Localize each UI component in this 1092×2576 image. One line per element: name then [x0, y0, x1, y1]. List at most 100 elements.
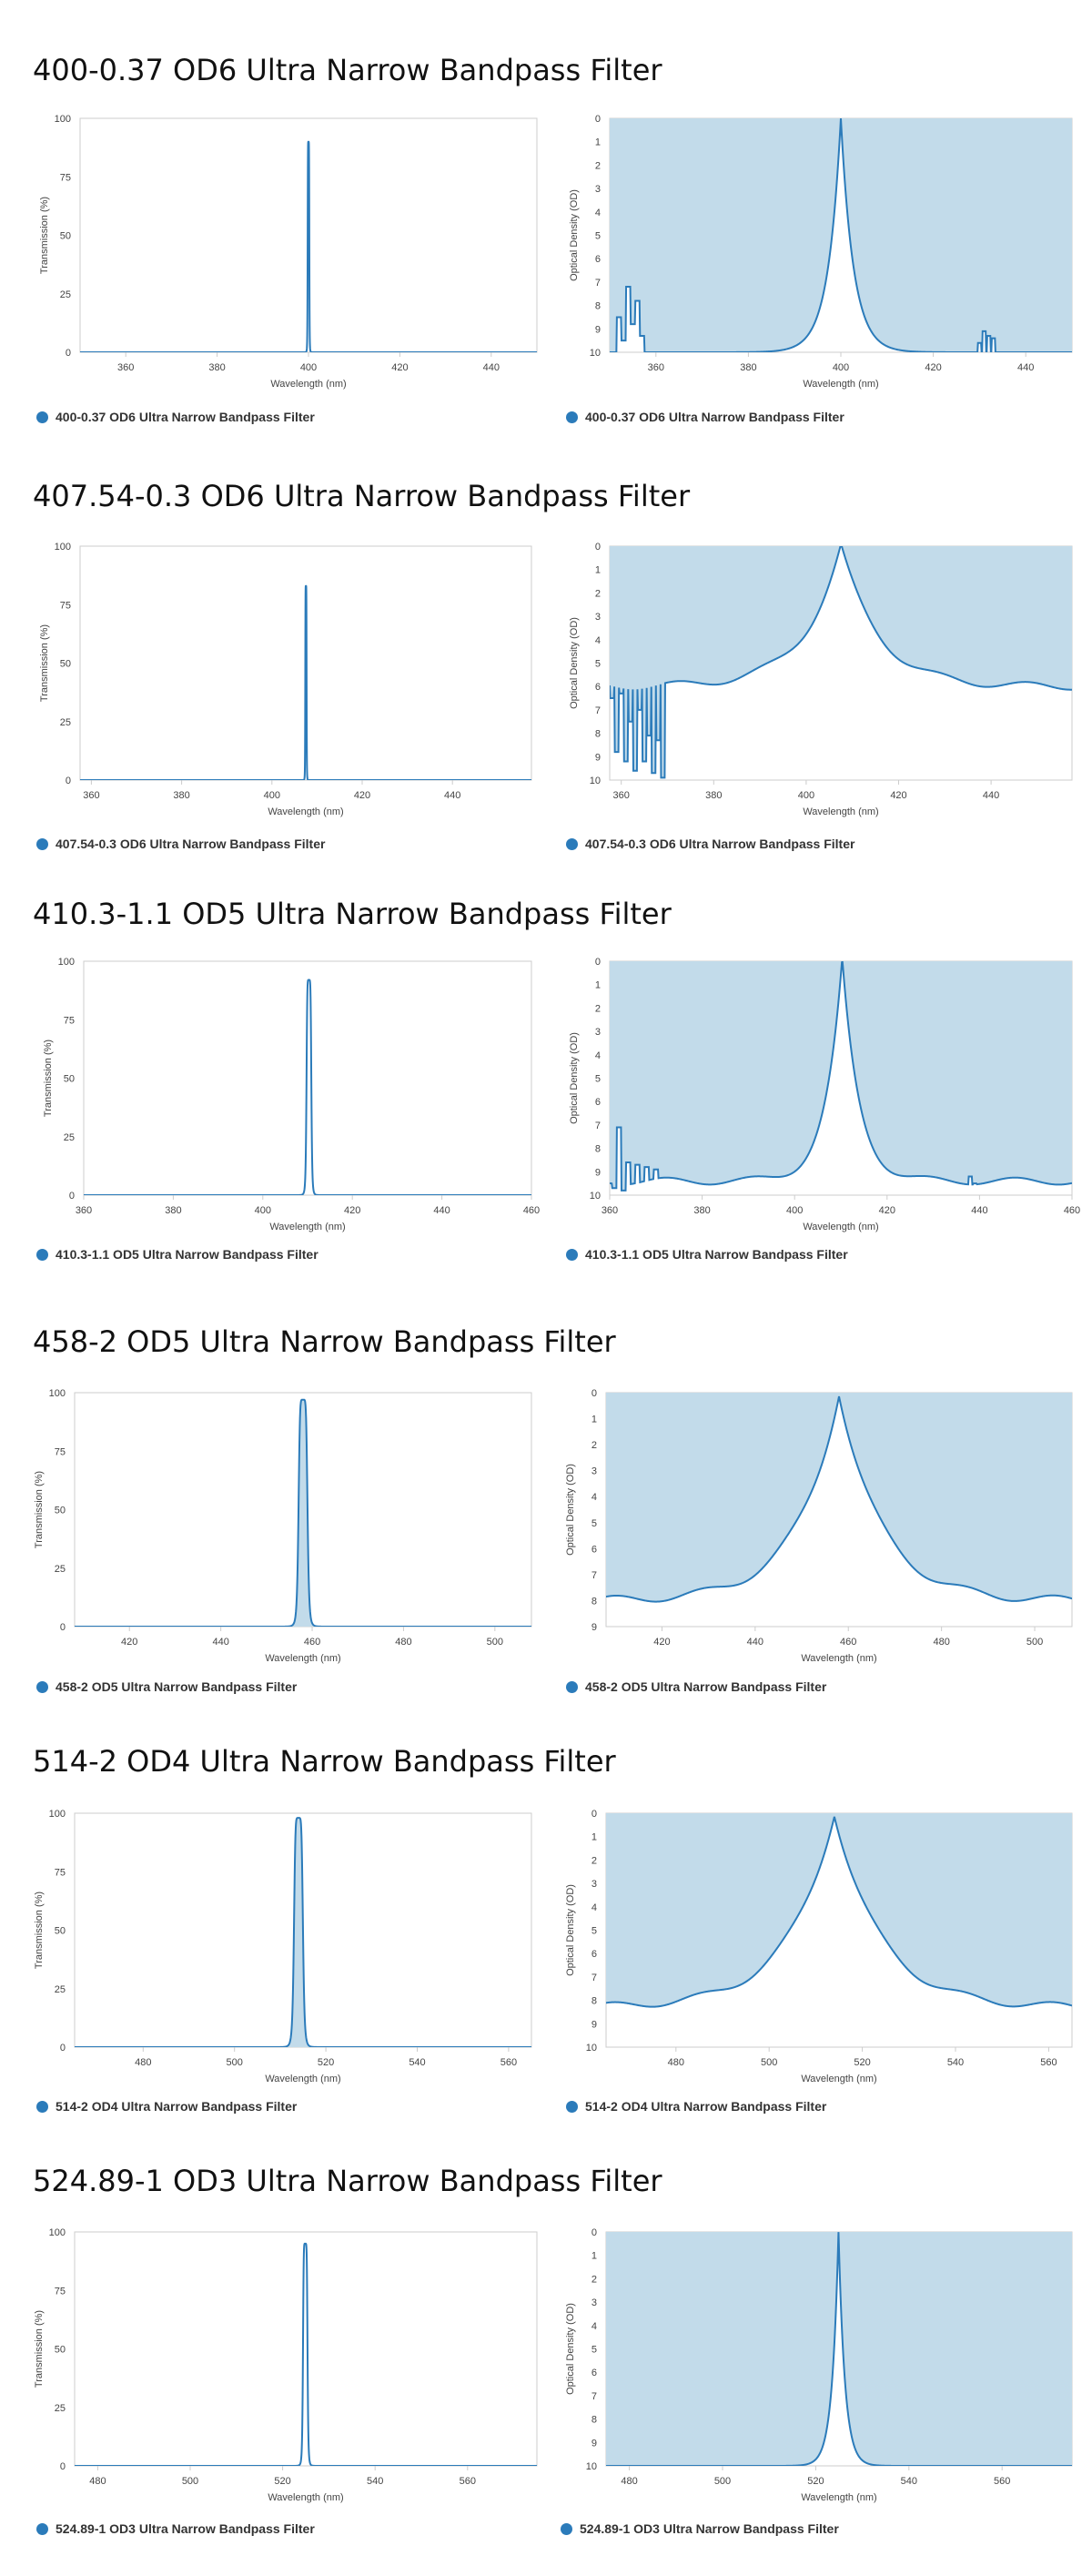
legend-item[interactable]: 400-0.37 OD6 Ultra Narrow Bandpass Filte… [566, 410, 844, 424]
x-tick-label: 440 [983, 790, 999, 801]
plot-area [84, 979, 531, 1195]
legend-item[interactable]: 524.89-1 OD3 Ultra Narrow Bandpass Filte… [561, 2521, 839, 2536]
legend-label: 524.89-1 OD3 Ultra Narrow Bandpass Filte… [56, 2521, 315, 2536]
legend-item[interactable]: 514-2 OD4 Ultra Narrow Bandpass Filter [566, 2099, 826, 2114]
y-tick-label: 75 [60, 600, 71, 611]
x-tick-label: 420 [879, 1205, 895, 1216]
legend-label: 514-2 OD4 Ultra Narrow Bandpass Filter [585, 2099, 827, 2114]
y-tick-label: 75 [55, 2286, 66, 2297]
y-tick-label: 1 [595, 565, 601, 576]
x-tick-label: 540 [947, 2057, 964, 2068]
y-tick-label: 2 [595, 588, 601, 599]
x-tick-label: 460 [840, 1637, 856, 1648]
y-tick-label: 10 [590, 1191, 601, 1202]
legend-item[interactable]: 400-0.37 OD6 Ultra Narrow Bandpass Filte… [36, 410, 315, 424]
x-axis-label: Wavelength (nm) [803, 379, 878, 390]
legend-item[interactable]: 458-2 OD5 Ultra Narrow Bandpass Filter [566, 1679, 826, 1694]
y-tick-label: 8 [595, 729, 601, 740]
x-tick-label: 440 [747, 1637, 763, 1648]
x-tick-label: 560 [994, 2476, 1010, 2487]
x-axis-label: Wavelength (nm) [265, 1653, 340, 1664]
y-tick-label: 3 [595, 1027, 601, 1038]
x-tick-label: 440 [483, 362, 500, 373]
legend-label: 410.3-1.1 OD5 Ultra Narrow Bandpass Filt… [56, 1247, 318, 1262]
y-tick-label: 1 [595, 980, 601, 991]
y-tick-label: 100 [55, 542, 71, 553]
x-tick-label: 480 [668, 2057, 684, 2068]
x-tick-label: 500 [714, 2476, 731, 2487]
y-tick-label: 6 [592, 1544, 597, 1555]
x-axis-label: Wavelength (nm) [803, 806, 878, 817]
series-dot-icon [566, 411, 578, 423]
od-area [606, 1813, 1072, 2007]
y-tick-label: 0 [69, 1191, 75, 1202]
x-axis-label: Wavelength (nm) [268, 806, 343, 817]
y-tick-label: 50 [60, 659, 71, 670]
y-tick-label: 50 [60, 231, 71, 242]
optical-density-chart: 0 1 2 3 4 5 6 7 8 9 10 360 380 400 420 440 Wavelength (n… [569, 542, 1073, 817]
y-tick-label: 50 [55, 2345, 66, 2356]
y-tick-label: 8 [592, 2415, 597, 2426]
y-tick-label: 4 [595, 208, 601, 218]
transmission-chart: 0 25 50 75 100 360 380 400 420 440 Wavelength (nm)… [39, 114, 538, 390]
x-tick-label: 360 [117, 362, 134, 373]
legend-item[interactable]: 410.3-1.1 OD5 Ultra Narrow Bandpass Filt… [36, 1247, 318, 1262]
x-tick-label: 560 [500, 2057, 517, 2068]
y-tick-label: 25 [55, 2403, 66, 2414]
y-tick-label: 8 [595, 1144, 601, 1155]
y-tick-label: 75 [55, 1867, 66, 1878]
y-tick-label: 0 [592, 1809, 597, 1820]
x-axis-label: Wavelength (nm) [801, 1653, 876, 1664]
transmission-chart: 0 25 50 75 100 420 440 460 480 500 Wavelength (nm)… [34, 1388, 532, 1664]
y-tick-label: 1 [592, 1832, 597, 1843]
y-tick-label: 0 [60, 2043, 66, 2054]
plot-area [606, 1813, 1072, 2008]
legend-item[interactable]: 514-2 OD4 Ultra Narrow Bandpass Filter [36, 2099, 297, 2114]
x-tick-label: 540 [901, 2476, 917, 2487]
transmission-line [75, 1817, 531, 2047]
legend-item[interactable]: 407.54-0.3 OD6 Ultra Narrow Bandpass Fil… [566, 837, 854, 851]
x-tick-label: 520 [807, 2476, 824, 2487]
x-tick-label: 540 [409, 2057, 425, 2068]
legend-item[interactable]: 524.89-1 OD3 Ultra Narrow Bandpass Filte… [36, 2521, 315, 2536]
y-tick-label: 0 [592, 1388, 597, 1399]
y-tick-label: 3 [592, 1879, 597, 1890]
y-axis-label: Transmission (%) [34, 1471, 45, 1548]
y-tick-label: 50 [55, 1926, 66, 1937]
x-tick-label: 380 [165, 1205, 181, 1216]
transmission-chart: 0 25 50 75 100 360 380 400 420 440 460 Wavelength (… [43, 957, 540, 1232]
section-title: 407.54-0.3 OD6 Ultra Narrow Bandpass Fil… [33, 479, 691, 513]
y-tick-label: 2 [592, 1440, 597, 1451]
plot-frame [74, 2231, 538, 2467]
legend-label: 524.89-1 OD3 Ultra Narrow Bandpass Filte… [580, 2521, 839, 2536]
y-tick-label: 9 [592, 2019, 597, 2030]
y-tick-label: 4 [592, 1902, 597, 1913]
x-tick-label: 360 [648, 362, 664, 373]
y-tick-label: 25 [60, 289, 71, 300]
y-tick-label: 2 [592, 2274, 597, 2285]
x-tick-label: 480 [933, 1637, 949, 1648]
y-tick-label: 75 [64, 1015, 75, 1026]
y-tick-label: 5 [592, 2345, 597, 2356]
legend-item[interactable]: 410.3-1.1 OD5 Ultra Narrow Bandpass Filt… [566, 1247, 848, 1262]
plot-area [80, 140, 537, 352]
plot-area [610, 118, 1072, 352]
y-tick-label: 0 [60, 1622, 66, 1633]
series-dot-icon [561, 2522, 572, 2535]
y-tick-label: 0 [592, 2227, 597, 2238]
y-tick-label: 9 [595, 752, 601, 763]
legend-item[interactable]: 407.54-0.3 OD6 Ultra Narrow Bandpass Fil… [36, 837, 325, 851]
y-tick-label: 8 [592, 1996, 597, 2007]
y-tick-label: 100 [58, 957, 75, 968]
y-tick-label: 10 [586, 2461, 597, 2472]
plot-area [606, 2232, 1072, 2466]
y-axis-label: Transmission (%) [39, 197, 50, 274]
y-tick-label: 4 [595, 635, 601, 646]
y-tick-label: 3 [592, 2297, 597, 2308]
x-tick-label: 420 [121, 1637, 137, 1648]
transmission-line [80, 140, 537, 352]
y-tick-label: 3 [595, 612, 601, 623]
legend-item[interactable]: 458-2 OD5 Ultra Narrow Bandpass Filter [36, 1679, 297, 1694]
y-tick-label: 1 [592, 1415, 597, 1425]
y-tick-label: 9 [595, 1167, 601, 1178]
